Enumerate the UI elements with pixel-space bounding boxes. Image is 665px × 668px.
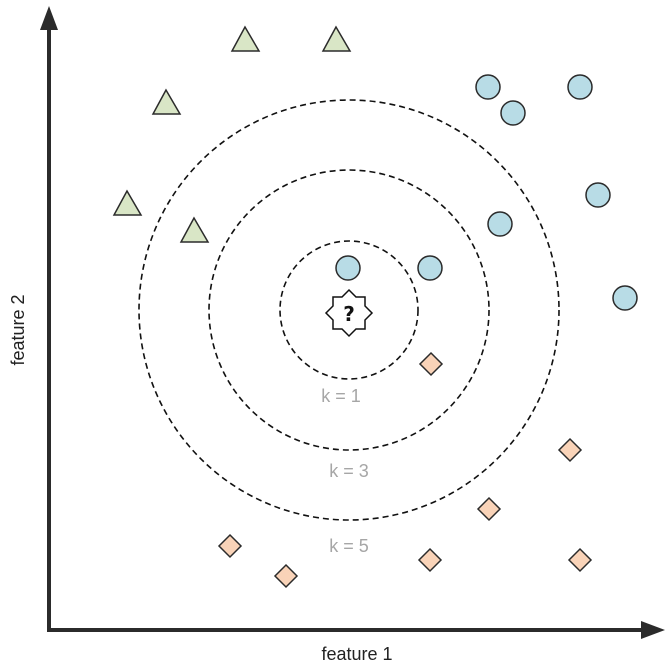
y-axis-arrow bbox=[40, 6, 58, 30]
triangle-point bbox=[321, 25, 352, 52]
triangle-point bbox=[112, 189, 143, 216]
circle-point bbox=[567, 74, 593, 100]
circle-points bbox=[335, 74, 638, 311]
diamond-point bbox=[418, 351, 444, 377]
circle-point bbox=[487, 211, 513, 237]
circle-point bbox=[475, 74, 501, 100]
diamond-point bbox=[273, 563, 299, 589]
triangle-point bbox=[151, 88, 182, 115]
circle-point bbox=[500, 100, 526, 126]
circle-point bbox=[612, 285, 638, 311]
triangle-point bbox=[179, 216, 210, 243]
triangle-point bbox=[230, 25, 261, 52]
k-label-5: k = 5 bbox=[329, 536, 369, 556]
diamond-points bbox=[217, 351, 593, 589]
k-label-1: k = 1 bbox=[321, 386, 361, 406]
diamond-point bbox=[217, 533, 243, 559]
neighborhood-circles bbox=[138, 99, 560, 521]
axes bbox=[40, 6, 665, 639]
query-point: ? bbox=[324, 288, 374, 338]
y-axis-label: feature 2 bbox=[8, 294, 28, 365]
diamond-point bbox=[567, 547, 593, 573]
k-label-3: k = 3 bbox=[329, 461, 369, 481]
circle-point bbox=[335, 255, 361, 281]
query-star-icon bbox=[324, 288, 374, 338]
diamond-point bbox=[557, 437, 583, 463]
neighborhood-circle-k1 bbox=[279, 240, 419, 380]
diamond-point bbox=[476, 496, 502, 522]
x-axis-arrow bbox=[641, 621, 665, 639]
triangle-points bbox=[112, 25, 352, 243]
neighborhood-circle-k5 bbox=[138, 99, 560, 521]
diamond-point bbox=[417, 547, 443, 573]
circle-point bbox=[417, 255, 443, 281]
circle-point bbox=[585, 182, 611, 208]
neighborhood-circle-k3 bbox=[208, 169, 490, 451]
query-label: ? bbox=[343, 302, 355, 326]
x-axis-label: feature 1 bbox=[321, 644, 392, 664]
